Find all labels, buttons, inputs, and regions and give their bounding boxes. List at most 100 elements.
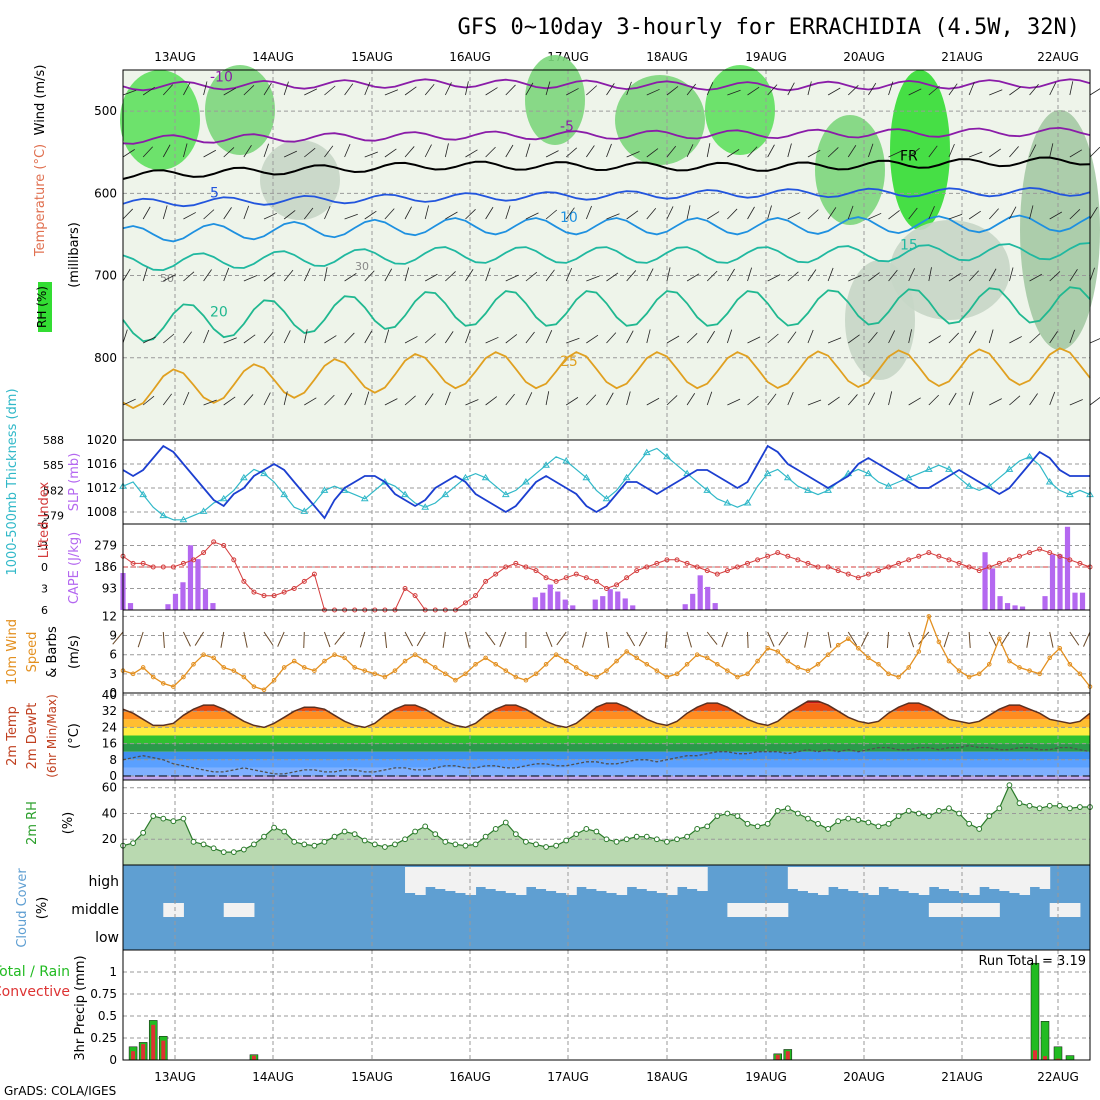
wind-speed-marker — [745, 671, 750, 677]
wind-speed-marker — [140, 665, 146, 670]
wind-barb — [364, 270, 375, 282]
wind-barb-10m — [721, 631, 728, 648]
cape-bar — [547, 584, 553, 610]
wind-barb — [445, 331, 454, 344]
lifted-index-marker — [311, 571, 317, 577]
cape-bar — [1004, 603, 1011, 610]
temp-unit-label: (°C) — [67, 723, 82, 749]
wind-barb — [344, 332, 355, 344]
temp-tick-label: 8 — [109, 753, 117, 767]
cloud-clear-high — [626, 867, 638, 887]
wind-barb — [948, 83, 958, 96]
wind-barb — [404, 146, 415, 158]
rh-marker — [1056, 802, 1063, 809]
rh-marker — [754, 823, 761, 830]
wind-speed-marker — [1047, 655, 1053, 661]
cape-bar — [982, 552, 988, 610]
wind-barb — [203, 149, 217, 158]
wind-speed-marker — [715, 661, 720, 667]
slp-tick-label: 1020 — [86, 433, 117, 447]
wind-barb — [465, 269, 474, 282]
cloud-clear-high — [948, 867, 960, 891]
cloud-clear-middle — [757, 903, 769, 917]
wind-tick-label: 9 — [109, 629, 117, 643]
thickness-marker — [320, 486, 329, 493]
wind-speed-marker — [181, 674, 186, 680]
rh-marker — [956, 810, 962, 817]
wind-barb — [988, 208, 999, 220]
li-tick-label: 3 — [41, 583, 48, 596]
wind-barb — [444, 143, 449, 158]
wind-barb — [787, 212, 801, 220]
lifted-index-marker — [1027, 550, 1033, 556]
lifted-index-marker — [523, 564, 529, 570]
wind-barb — [686, 83, 697, 96]
wind-barb — [565, 267, 573, 282]
wind-barb — [767, 274, 781, 282]
wind-speed-marker — [553, 652, 559, 657]
lifted-index-marker — [634, 568, 640, 574]
lifted-index-marker — [462, 600, 468, 606]
cloud-clear-high — [606, 867, 618, 893]
wind-barb — [908, 147, 920, 158]
wind-barb-10m — [778, 631, 789, 646]
wind-barb — [626, 391, 631, 406]
lifted-index-marker — [513, 560, 519, 566]
wind-barb — [585, 205, 592, 220]
precip-tick-label: 0.5 — [98, 1009, 117, 1023]
rh-marker — [613, 838, 620, 845]
lifted-index-marker — [865, 571, 871, 577]
cloud-clear-middle — [173, 903, 184, 917]
wind-barb-10m — [847, 631, 858, 646]
wind-barb — [1069, 269, 1078, 282]
lifted-index-marker — [805, 560, 811, 566]
cloud-clear-middle — [1049, 903, 1061, 917]
contour-label: 20 — [210, 304, 228, 320]
thickness-marker — [522, 478, 530, 485]
wind-barb — [948, 273, 961, 282]
cloud-clear-high — [525, 867, 537, 887]
wind-barb — [162, 144, 171, 158]
wind-barb — [908, 329, 912, 344]
wind-barb — [384, 398, 398, 406]
rh-marker — [190, 838, 197, 845]
lifted-index-marker — [211, 539, 217, 545]
lifted-index-marker — [724, 568, 730, 574]
wind-barb — [727, 149, 740, 158]
wind-barb — [968, 81, 975, 96]
wind-barb — [868, 212, 882, 220]
wind-barb — [283, 269, 294, 282]
lifted-index-marker — [684, 560, 690, 566]
cape-bar — [187, 545, 194, 610]
lifted-index-marker — [301, 578, 307, 584]
lifted-index-marker — [956, 560, 962, 566]
wind-barb — [485, 396, 498, 406]
wind-barb — [404, 267, 410, 282]
thickness-marker — [421, 503, 430, 510]
rh-marker — [1036, 805, 1043, 812]
temperature-band — [123, 727, 1090, 736]
wind-barb-10m — [303, 631, 305, 649]
wind-barb — [706, 82, 714, 96]
lifted-index-marker — [976, 568, 982, 574]
wind-barb — [183, 331, 192, 344]
wind-barb — [968, 270, 979, 282]
rh-marker — [946, 805, 952, 812]
wind-barb — [666, 395, 678, 406]
rh-marker — [815, 820, 821, 827]
wind-barb — [223, 87, 237, 96]
temperature-contour — [122, 156, 1091, 180]
wind-barb — [968, 391, 974, 406]
lifted-index-marker — [271, 593, 277, 599]
wind-barb — [304, 147, 316, 158]
lifted-index-marker — [926, 550, 932, 556]
cloud-clear-high — [515, 867, 527, 895]
wind-barb — [203, 329, 210, 344]
wind-speed-marker — [513, 674, 519, 680]
contour-label: -5 — [560, 119, 574, 135]
wind-barb — [505, 144, 514, 158]
bottom-date-label: 17AUG — [547, 1070, 589, 1084]
wind-barb — [686, 205, 691, 220]
wind-axis-label-2: Speed — [25, 632, 40, 673]
wind-barb-10m — [767, 631, 775, 647]
